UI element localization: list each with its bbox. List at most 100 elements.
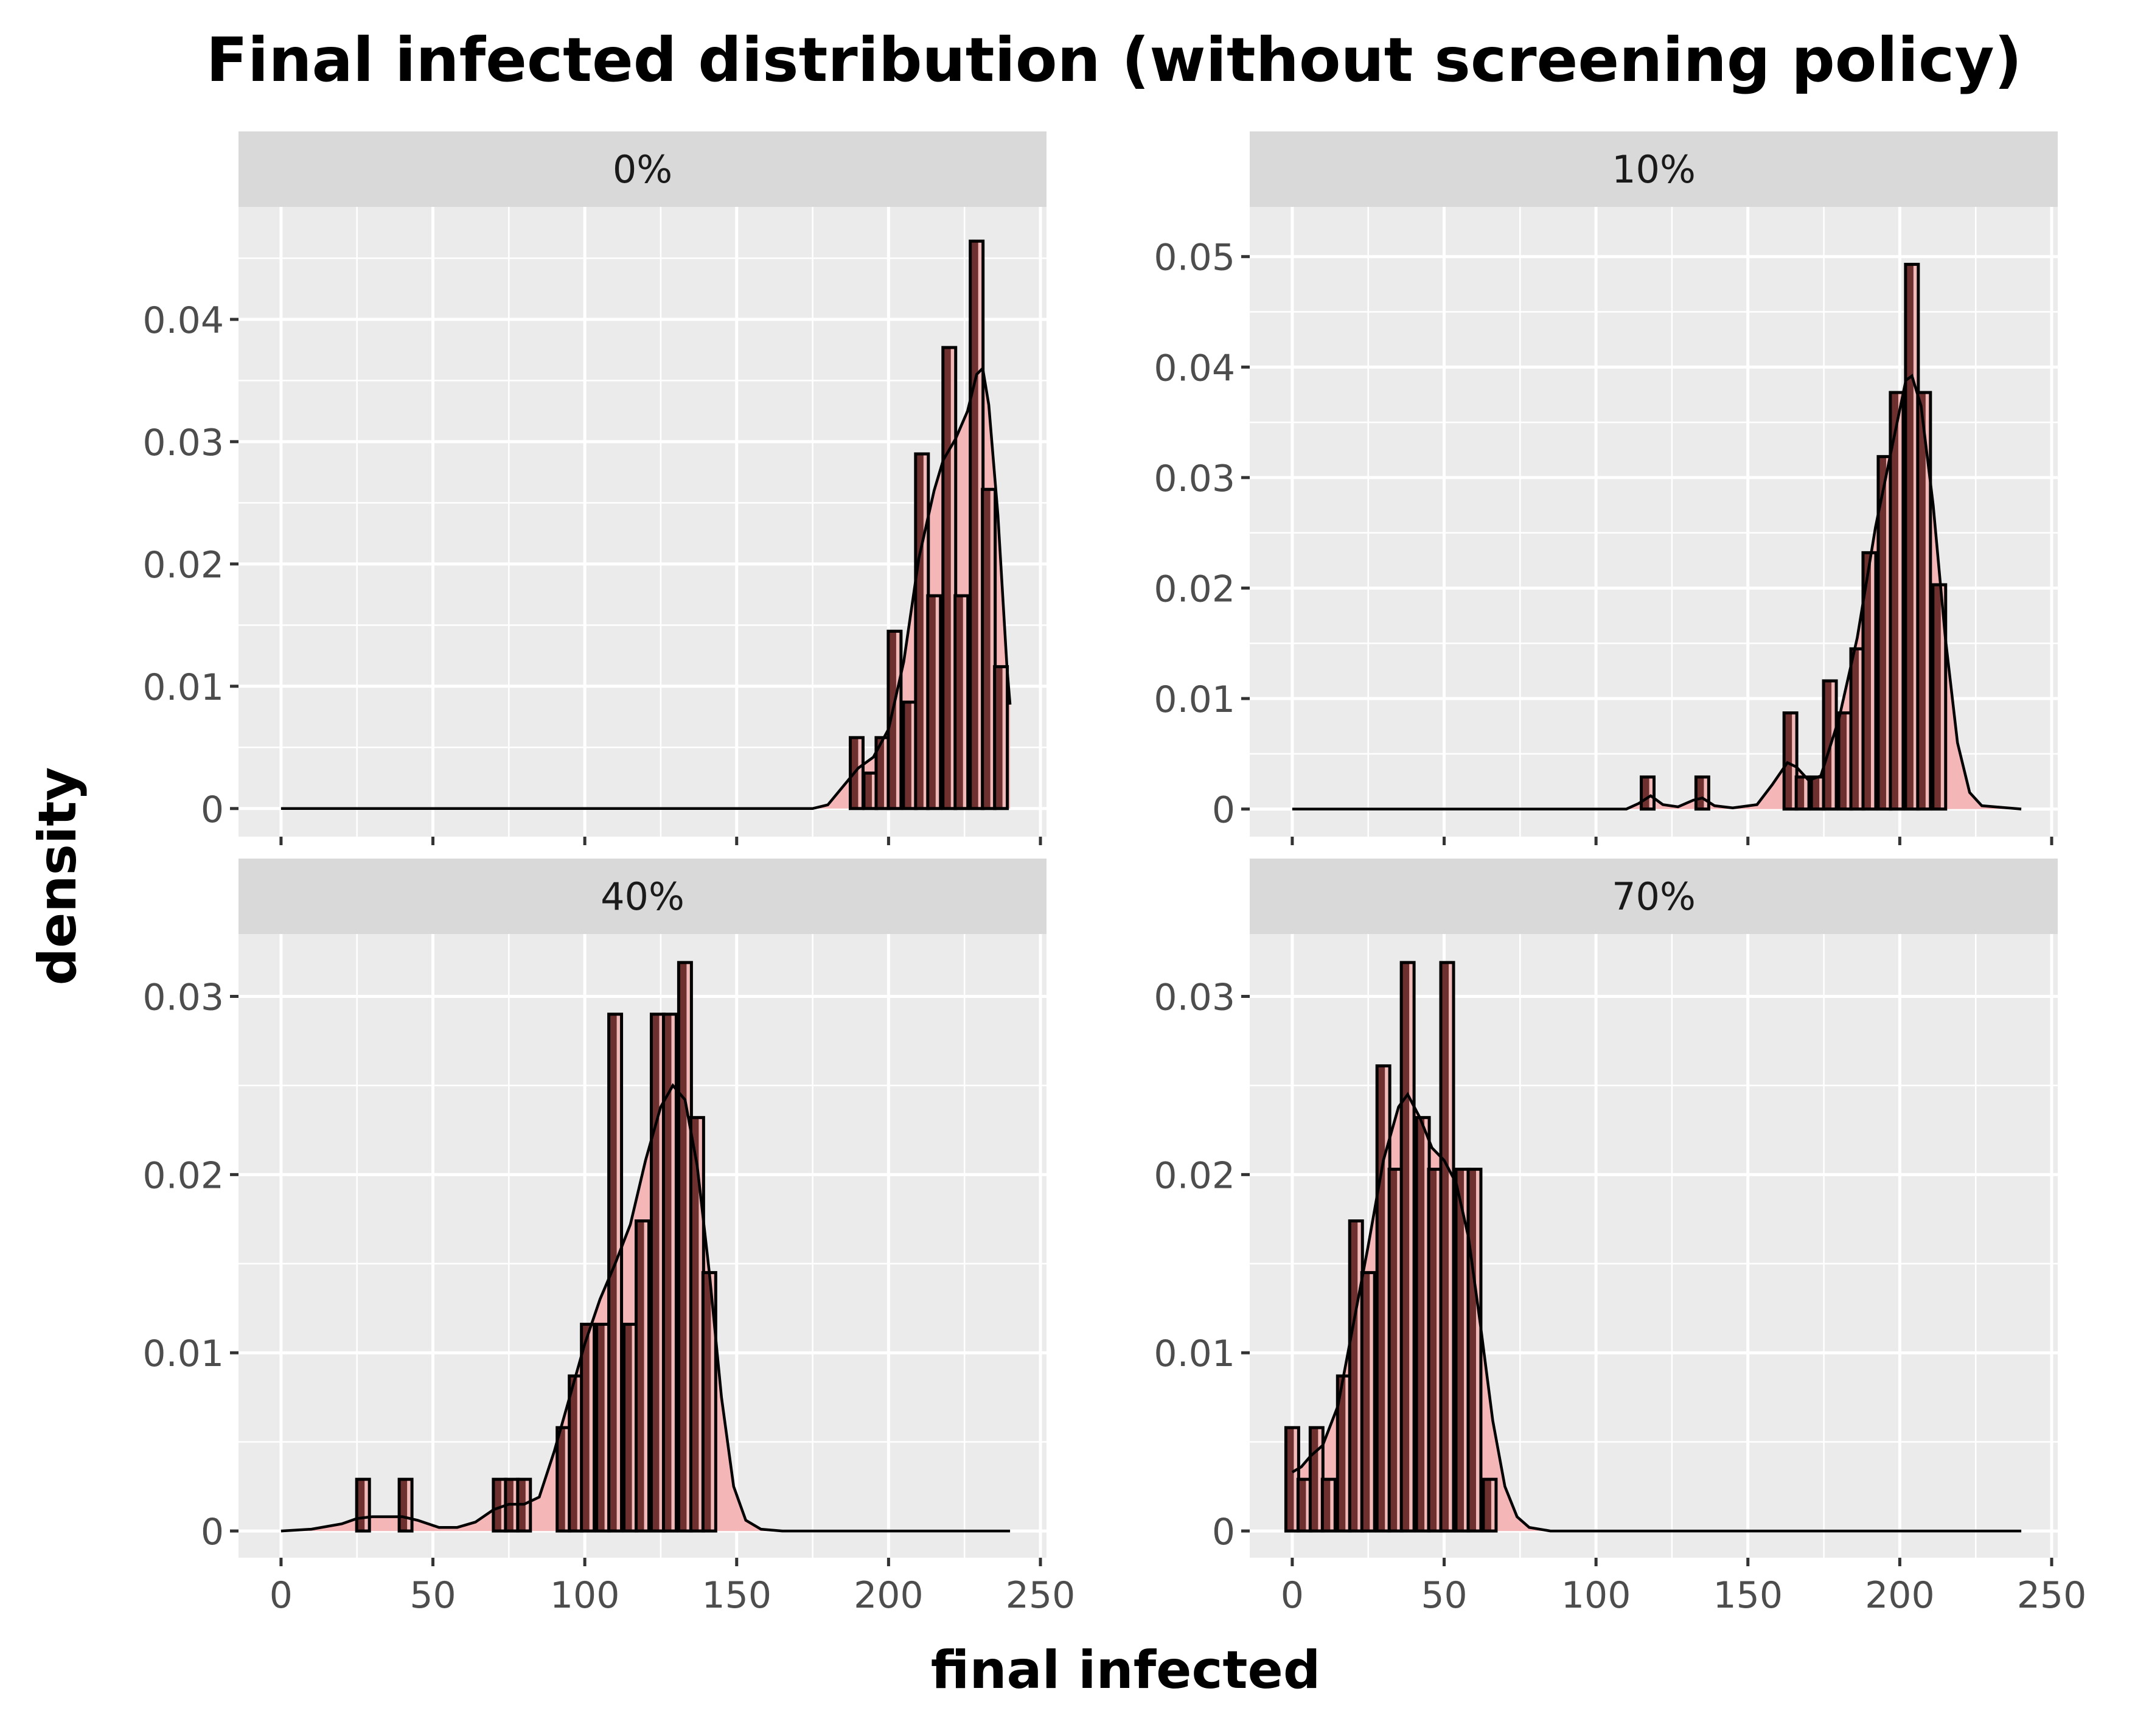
y-tick-label: 0.02	[1154, 1154, 1235, 1197]
histogram-bar	[1904, 262, 1920, 811]
histogram-bar	[981, 487, 997, 810]
bar-shade	[1823, 680, 1832, 809]
y-tick-label: 0.03	[142, 422, 224, 464]
bar-shade	[903, 702, 911, 809]
y-tick-label: 0.03	[1154, 458, 1235, 500]
facet-strip	[1250, 131, 2058, 207]
x-tick-label: 50	[1421, 1574, 1467, 1617]
bar-shade	[1401, 962, 1410, 1532]
bar-shade	[1322, 1479, 1331, 1532]
density-curve	[1291, 1092, 2022, 1533]
histogram-bar	[397, 1477, 414, 1533]
bar-outline	[607, 1013, 624, 1533]
bar-outline	[926, 594, 942, 810]
bar-shade	[703, 1272, 711, 1532]
histogram-bar	[622, 1322, 639, 1533]
y-tick-label: 0.02	[142, 1154, 224, 1197]
bar-shade	[569, 1376, 577, 1532]
x-tick-label: 150	[702, 1574, 772, 1617]
bar-outline	[993, 665, 1009, 810]
bar-shade	[1441, 962, 1449, 1532]
bar-shade	[1905, 264, 1914, 809]
bar-outline	[580, 1322, 596, 1533]
x-tick-label: 100	[550, 1574, 620, 1617]
facet-panel: 40% 0 0.01 0.02 0.03 0 50 100 150 200 250	[142, 859, 1075, 1617]
bar-shade	[1337, 1376, 1346, 1532]
bar-outline	[1861, 551, 1878, 811]
bar-shade	[1796, 776, 1805, 809]
histogram-bar	[607, 1013, 624, 1533]
facet-strip	[239, 859, 1047, 934]
histogram-bar	[1861, 551, 1878, 811]
bar-shade	[1483, 1479, 1491, 1532]
chart-title: Final infected distribution (without scr…	[206, 24, 2022, 96]
histogram-bar	[1849, 647, 1865, 811]
y-tick-label: 0.01	[142, 666, 224, 709]
bar-shade	[955, 596, 963, 809]
bar-shade	[624, 1324, 632, 1532]
bar-shade	[1917, 392, 1926, 809]
histogram-bar	[1889, 391, 1905, 811]
histogram-bar	[1482, 1477, 1498, 1533]
bar-shade	[581, 1324, 590, 1532]
facet-panel: 70% 0 0.01 0.02 0.03 0 50 100 150 200 250	[1154, 859, 2086, 1617]
facet-strip-label: 40%	[601, 874, 684, 919]
bar-shade	[1416, 1117, 1425, 1532]
histogram-bar	[1466, 1168, 1483, 1533]
bar-shade	[1468, 1169, 1476, 1532]
bar-shade	[1350, 1221, 1358, 1532]
bar-outline	[397, 1477, 414, 1533]
bar-outline	[1640, 775, 1656, 811]
x-tick-label: 200	[854, 1574, 924, 1617]
histogram-bar	[941, 346, 958, 810]
bar-outline	[1822, 679, 1838, 811]
y-tick-label: 0	[1212, 1511, 1235, 1553]
bar-outline	[1399, 961, 1416, 1533]
histogram-bar	[993, 665, 1009, 810]
histogram-bar	[1640, 775, 1656, 811]
histogram-bar	[1876, 455, 1893, 811]
bar-shade	[982, 489, 991, 809]
y-tick-label: 0.03	[1154, 977, 1235, 1019]
bar-outline	[1794, 775, 1811, 811]
histogram-bar	[1415, 1116, 1431, 1533]
density-curve	[280, 1083, 1011, 1533]
bar-outline	[1482, 1477, 1498, 1533]
facet-panel: 10% 0 0.01 0.02 0.03 0.04 0.05	[1154, 131, 2058, 845]
bar-outline	[1320, 1477, 1337, 1533]
x-tick-label: 0	[270, 1574, 293, 1617]
histogram-bar	[595, 1322, 611, 1533]
bar-shade	[1362, 1272, 1370, 1532]
bar-outline	[635, 1219, 650, 1533]
bar-outline	[355, 1477, 371, 1533]
histogram-bar	[689, 1116, 705, 1533]
bar-outline	[1782, 711, 1799, 811]
bar-outline	[953, 594, 970, 810]
histogram-bar	[953, 594, 970, 810]
bar-shade	[1286, 1427, 1294, 1532]
y-tick-label: 0.01	[1154, 1333, 1235, 1375]
y-tick-label: 0	[201, 1511, 224, 1553]
bar-shade	[1696, 776, 1704, 809]
bar-shade	[557, 1427, 565, 1532]
facet-strip-label: 70%	[1612, 874, 1696, 919]
bar-outline	[1694, 775, 1710, 811]
y-tick-label: 0.04	[142, 299, 224, 342]
histogram-bar	[1399, 961, 1416, 1533]
x-tick-label: 0	[1281, 1574, 1304, 1617]
bar-shade	[863, 773, 872, 809]
histogram-bar	[902, 700, 918, 810]
bar-shade	[493, 1479, 501, 1532]
x-tick-label: 250	[2017, 1574, 2087, 1617]
y-tick-label: 0.05	[1154, 237, 1235, 279]
bar-shade	[1455, 1169, 1464, 1532]
y-tick-label: 0.03	[142, 977, 224, 1019]
y-tick-label: 0.01	[142, 1333, 224, 1375]
bar-outline	[941, 346, 958, 810]
y-tick-label: 0.04	[1154, 347, 1235, 389]
bar-shade	[970, 241, 978, 809]
histogram-bar	[1782, 711, 1799, 811]
bar-shade	[1932, 585, 1941, 809]
bar-shade	[596, 1324, 605, 1532]
